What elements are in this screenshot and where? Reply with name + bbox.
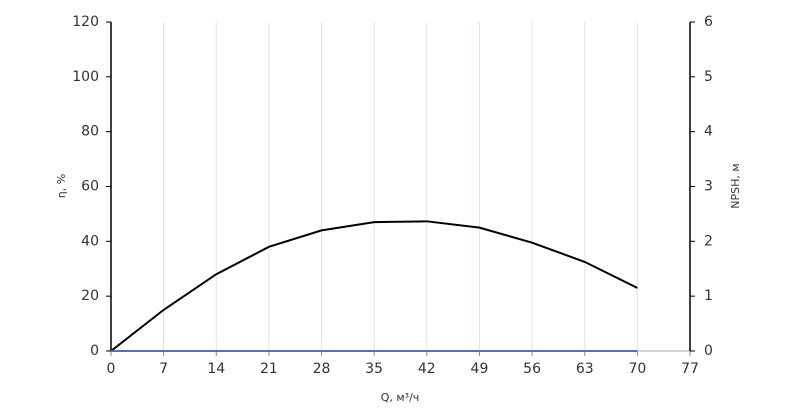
y2-tick-label: 4: [704, 124, 713, 140]
y2-tick-label: 2: [704, 233, 713, 249]
y-tick-label: 0: [90, 343, 99, 359]
y2-tick-label: 5: [704, 69, 713, 85]
x-tick-label: 35: [365, 361, 383, 377]
y-tick-label: 120: [72, 14, 99, 30]
x-tick-label: 7: [159, 361, 168, 377]
y-axis-label: η, %: [55, 174, 68, 198]
y-tick-label: 80: [81, 124, 99, 140]
y2-tick-label: 3: [704, 179, 713, 195]
y-tick-label: 60: [81, 179, 99, 195]
y2-tick-label: 6: [704, 14, 713, 30]
x-tick-label: 0: [107, 361, 116, 377]
x-axis-label: Q, м³/ч: [381, 391, 420, 404]
x-tick-label: 49: [471, 361, 489, 377]
x-tick-label: 70: [628, 361, 646, 377]
y-tick-label: 40: [81, 233, 99, 249]
x-tick-label: 63: [576, 361, 594, 377]
x-tick-label: 21: [260, 361, 278, 377]
y-tick-label: 100: [72, 69, 99, 85]
x-tick-label: 28: [313, 361, 331, 377]
x-tick-label: 56: [523, 361, 541, 377]
x-tick-label: 42: [418, 361, 436, 377]
y2-tick-label: 1: [704, 288, 713, 304]
y2-axis-label: NPSH, м: [729, 163, 742, 208]
y-tick-label: 20: [81, 288, 99, 304]
x-tick-label: 77: [681, 361, 699, 377]
series-line: [110, 220, 638, 352]
y2-tick-label: 0: [704, 343, 713, 359]
x-tick-label: 14: [207, 361, 225, 377]
